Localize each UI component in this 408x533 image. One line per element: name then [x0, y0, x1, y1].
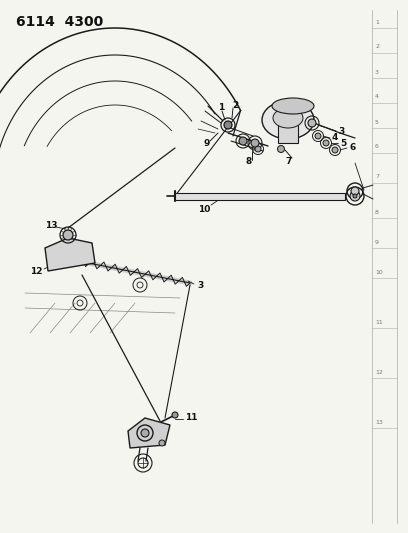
Text: 4: 4 [332, 133, 338, 142]
Text: 2: 2 [232, 101, 238, 109]
Text: 9: 9 [204, 139, 211, 148]
Circle shape [224, 121, 232, 129]
Text: 10: 10 [198, 206, 211, 214]
Ellipse shape [273, 108, 303, 128]
Text: 4: 4 [375, 94, 379, 100]
Text: 3: 3 [197, 281, 203, 290]
Text: 12: 12 [375, 369, 383, 375]
Text: 7: 7 [285, 157, 291, 166]
Circle shape [323, 140, 329, 146]
Text: 10: 10 [375, 270, 383, 274]
Circle shape [141, 429, 149, 437]
Circle shape [332, 147, 338, 153]
Circle shape [63, 230, 73, 240]
Text: 5: 5 [375, 119, 379, 125]
Circle shape [172, 412, 178, 418]
Text: 13: 13 [375, 419, 383, 424]
Text: 5: 5 [340, 139, 346, 148]
Text: 3: 3 [375, 69, 379, 75]
Circle shape [251, 139, 259, 147]
Text: 1: 1 [218, 103, 224, 112]
Text: 6114  4300: 6114 4300 [16, 15, 104, 29]
Text: 2: 2 [375, 44, 379, 50]
Text: 12: 12 [30, 266, 42, 276]
Text: 3: 3 [338, 126, 344, 135]
Text: 8: 8 [246, 157, 252, 166]
Ellipse shape [272, 98, 314, 114]
Circle shape [308, 119, 316, 127]
Circle shape [350, 191, 360, 201]
Text: 6: 6 [349, 143, 355, 152]
Polygon shape [128, 418, 170, 448]
Ellipse shape [262, 101, 314, 139]
Text: 11: 11 [375, 319, 383, 325]
Text: 6: 6 [375, 144, 379, 149]
Text: 13: 13 [45, 221, 58, 230]
Text: 7: 7 [375, 174, 379, 180]
Circle shape [239, 137, 247, 145]
Text: 1: 1 [375, 20, 379, 25]
Circle shape [159, 440, 165, 446]
Polygon shape [45, 238, 95, 271]
Bar [278, 123, 298, 143]
Circle shape [277, 146, 284, 152]
Text: 9: 9 [375, 239, 379, 245]
Circle shape [255, 146, 261, 152]
Bar [175, 192, 345, 199]
Circle shape [353, 194, 357, 198]
Text: 8: 8 [375, 209, 379, 214]
Circle shape [315, 133, 321, 139]
Circle shape [351, 187, 359, 195]
Text: 11: 11 [185, 414, 197, 423]
